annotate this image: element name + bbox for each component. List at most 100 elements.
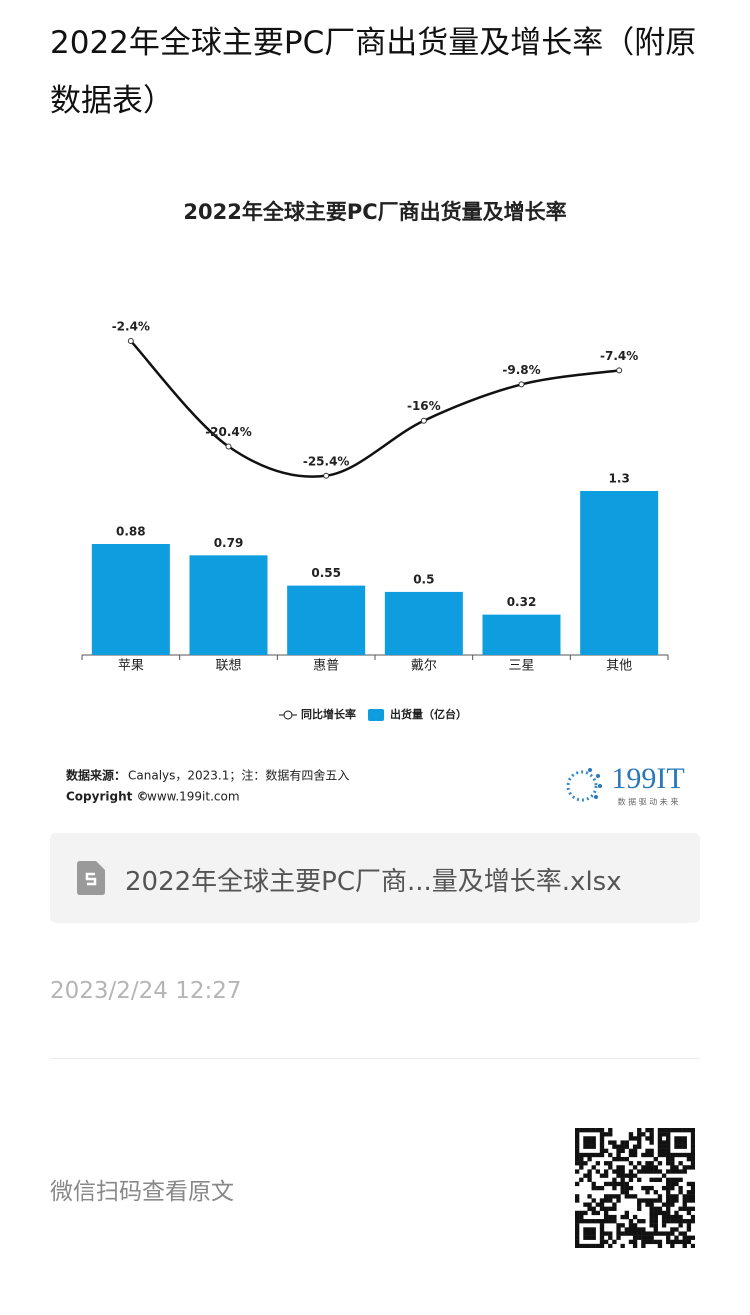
qr-module [657,1198,663,1203]
qr-code[interactable] [575,1128,695,1248]
qr-module [637,1177,642,1182]
qr-module [670,1198,675,1203]
qr-module [612,1202,617,1207]
bar-label: 0.5 [413,572,434,586]
qr-module [661,1185,667,1191]
qr-module [591,1210,596,1216]
qr-module [661,1223,667,1228]
file-card[interactable]: 2022年全球主要PC厂商...量及增长率.xlsx [50,833,700,923]
qr-module [645,1148,650,1154]
qr-module [653,1227,658,1232]
qr-module [587,1227,592,1232]
qr-module [624,1156,629,1162]
qr-module [666,1136,671,1141]
qr-module [670,1128,675,1133]
qr-module [620,1148,625,1154]
qr-module [653,1210,658,1216]
qr-module [682,1231,687,1236]
qr-module [637,1231,642,1236]
line-point [420,417,427,424]
qr-module [620,1144,625,1149]
line-point [616,367,623,374]
article-title: 2022年全球主要PC厂商出货量及增长率（附原数据表） [50,25,697,119]
qr-module [591,1152,596,1158]
qr-module [620,1169,625,1174]
qr-module [628,1148,634,1154]
qr-module [641,1239,646,1245]
qr-module [649,1128,654,1133]
qr-module [649,1223,654,1228]
qr-module [587,1173,592,1178]
logo-icon [566,768,602,802]
qr-module [666,1235,671,1240]
qr-module [620,1214,625,1220]
qr-module [678,1169,683,1174]
qr-module [599,1140,605,1145]
qr-module [579,1177,584,1182]
qr-module [591,1235,596,1240]
qr-module [670,1156,675,1162]
qr-module [632,1231,638,1236]
qr-module [628,1239,634,1245]
qr-module [657,1243,663,1248]
qr-module [637,1140,642,1145]
line-label: -9.8% [502,363,540,377]
qr-module [608,1165,613,1170]
qr-module [641,1235,646,1240]
qr-module [649,1185,654,1191]
line-point [225,443,232,450]
qr-module [628,1231,634,1236]
qr-module [591,1140,596,1145]
qr-module [682,1206,687,1211]
bar [384,591,463,655]
qr-module [587,1169,592,1174]
qr-module [603,1161,609,1166]
bar-label: 1.3 [609,472,630,486]
qr-module [591,1181,596,1187]
qr-module [591,1128,596,1133]
qr-module [637,1206,642,1211]
qr-module [637,1169,642,1174]
qr-module [637,1219,642,1224]
qr-module [657,1140,663,1145]
qr-module [682,1202,687,1207]
qr-module [653,1156,658,1162]
qr-module [666,1190,671,1195]
qr-module [616,1173,621,1178]
x-tick-label: 联想 [215,658,241,674]
qr-module [591,1219,596,1224]
date: 2023/2/24 12:27 [50,978,242,1004]
qr-module [674,1219,679,1224]
qr-module [620,1181,625,1187]
qr-module [653,1177,658,1182]
legend-label: 同比增长率 [301,707,356,721]
qr-module [612,1169,617,1174]
qr-module [616,1227,621,1232]
qr-module [575,1169,580,1174]
qr-module [657,1169,663,1174]
qr-module [620,1223,625,1228]
qr-module [612,1206,617,1211]
qr-module [674,1181,679,1187]
qr-module [641,1198,646,1203]
qr-module [624,1227,629,1232]
qr-module [632,1194,638,1199]
qr-module [595,1128,601,1133]
qr-module [690,1144,695,1149]
qr-module [603,1214,609,1220]
qr-module [612,1177,617,1182]
qr-module [649,1148,654,1154]
qr-module [686,1156,692,1162]
qr-module [645,1169,650,1174]
qr-module [645,1198,650,1203]
qr-module [682,1198,687,1203]
qr-module [616,1194,621,1199]
qr-module [637,1132,642,1137]
qr-module [595,1161,601,1166]
qr-module [637,1202,642,1207]
qr-module [649,1202,654,1207]
qr-module [678,1206,683,1211]
qr-module [666,1210,671,1216]
qr-module [595,1219,601,1224]
